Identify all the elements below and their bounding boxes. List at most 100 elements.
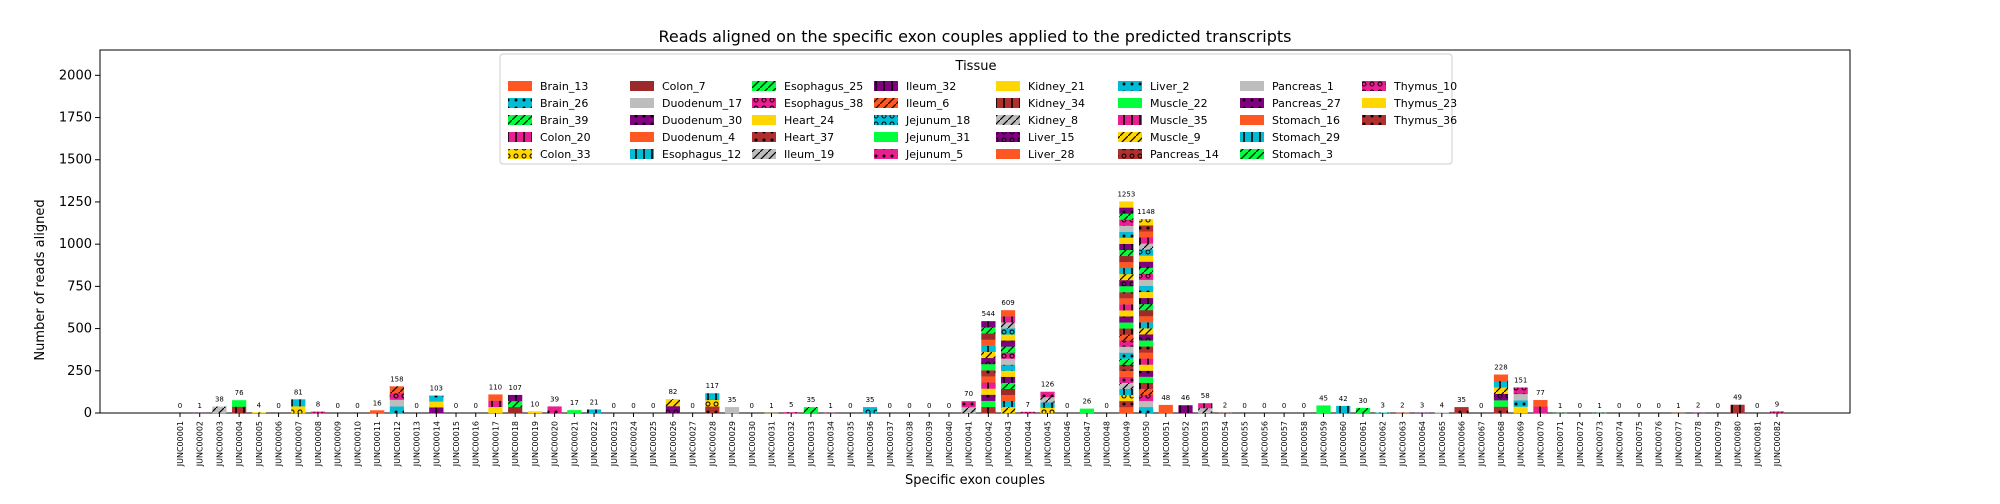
bar-JUNC00020 [548,406,562,413]
value-label: 7 [1026,401,1030,409]
value-label: 158 [390,375,403,383]
bar-segment [1454,407,1468,413]
value-label: 70 [964,390,973,398]
bar-JUNC00029 [725,407,739,413]
value-label: 0 [1617,402,1621,410]
bar-segment [1040,402,1054,408]
value-label: 2 [1696,402,1700,410]
bar-JUNC00066 [1454,407,1468,413]
bar-segment [232,400,246,407]
bar-JUNC00018 [508,395,522,413]
x-tick-label: JUNC00058 [1300,421,1309,467]
value-label: 4 [257,401,262,409]
value-label: 35 [806,396,815,404]
value-label: 0 [651,402,655,410]
value-label: 42 [1339,395,1348,403]
x-tick-label: JUNC00038 [905,421,914,467]
bar-segment [1770,411,1784,413]
value-label: 151 [1514,377,1527,385]
value-label: 1253 [1117,190,1135,198]
x-tick-label: JUNC00072 [1576,421,1585,467]
bar-segment [1730,405,1744,413]
bar-JUNC00011 [370,410,384,413]
x-tick-label: JUNC00010 [353,421,362,467]
x-tick-label: JUNC00006 [275,421,284,467]
value-label: 0 [1282,402,1286,410]
bar-segment [1119,274,1133,280]
bar-segment [1119,304,1133,310]
bar-segment [666,406,680,413]
x-tick-label: JUNC00079 [1714,421,1723,467]
bar-segment [429,396,443,402]
x-tick-label: JUNC00065 [1438,421,1447,467]
bar-JUNC00036 [863,407,877,413]
y-tick-label: 2000 [59,68,92,83]
value-label: 1 [828,402,832,410]
legend-swatch [752,115,776,125]
bar-segment [548,406,562,413]
x-tick-label: JUNC00062 [1379,421,1388,467]
legend-swatch [996,149,1020,159]
x-tick-label: JUNC00035 [846,421,855,467]
bar-segment [1119,268,1133,274]
value-label: 77 [1536,389,1545,397]
bar-segment [1119,401,1133,407]
x-tick-label: JUNC00071 [1556,421,1565,467]
bar-segment [1139,298,1153,304]
x-tick-label: JUNC00039 [925,421,934,467]
legend-swatch [508,149,532,159]
value-label: 35 [1457,396,1466,404]
bar-segment [962,407,976,413]
bar-segment [1139,389,1153,395]
x-axis-label: Specific exon couples [905,473,1045,488]
value-label: 544 [982,310,996,318]
x-tick-label: JUNC00016 [472,421,481,467]
x-tick-label: JUNC00054 [1221,421,1230,467]
legend-swatch [1118,98,1142,108]
x-tick-label: JUNC00007 [294,421,303,467]
bar-segment [1514,407,1528,414]
legend-swatch [1240,98,1264,108]
x-tick-label: JUNC00009 [334,421,343,467]
legend-label: Pancreas_14 [1150,148,1219,161]
bar-segment [1178,405,1192,413]
legend-swatch [752,149,776,159]
value-label: 82 [668,388,677,396]
x-tick-label: JUNC00013 [413,421,422,467]
bar-segment [981,382,995,388]
legend-swatch [508,132,532,142]
bar-segment [370,410,384,413]
value-label: 0 [750,402,754,410]
legend-swatch [630,149,654,159]
x-tick-label: JUNC00066 [1458,421,1467,467]
bar-segment [981,358,995,364]
bar-segment [1119,238,1133,244]
x-tick-label: JUNC00082 [1773,421,1782,467]
x-tick-label: JUNC00056 [1260,421,1269,467]
value-label: 38 [215,396,224,404]
value-label: 0 [474,402,478,410]
bar-segment [1494,381,1508,388]
bar-segment [1119,310,1133,316]
value-label: 1 [1558,402,1562,410]
bar-segment [1139,280,1153,286]
bar-segment [1001,383,1015,389]
x-tick-label: JUNC00021 [570,421,579,467]
x-tick-label: JUNC00014 [432,421,441,467]
value-label: 0 [276,402,280,410]
bar-JUNC00014 [429,396,443,414]
value-label: 0 [1479,402,1483,410]
x-tick-label: JUNC00018 [511,421,520,467]
bar-JUNC00049 [1119,201,1133,413]
legend-label: Ileum_6 [906,97,949,110]
x-tick-label: JUNC00019 [531,421,540,467]
value-label: 3 [1420,401,1424,409]
bar-JUNC00082 [1770,411,1784,413]
bar-segment [1139,377,1153,383]
x-tick-label: JUNC00047 [1083,421,1092,467]
bar-segment [1356,408,1370,413]
x-tick-label: JUNC00023 [610,421,619,467]
legend-label: Jejunum_31 [905,131,970,144]
bar-segment [1139,268,1153,274]
